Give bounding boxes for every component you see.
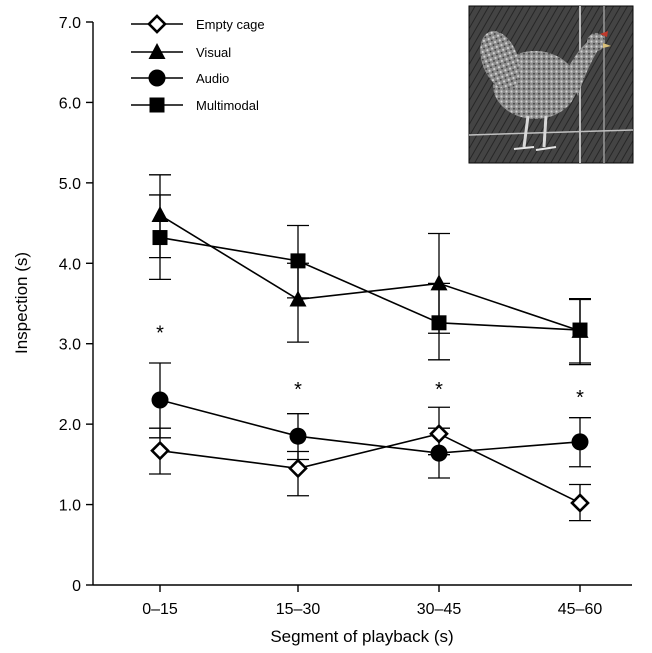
y-tick-label: 3.0	[59, 337, 81, 354]
y-tick-label: 6.0	[59, 95, 81, 112]
legend-item-multimodal: Multimodal	[131, 97, 259, 113]
series-lines	[159, 214, 581, 504]
series-line-visual	[159, 214, 581, 332]
y-axis-ticks: 0 1.0 2.0 3.0 4.0 5.0 6.0 7.0	[59, 15, 93, 595]
legend-marker	[148, 69, 166, 87]
significance-marks: * * * *	[156, 323, 584, 409]
data-point-audio	[151, 391, 169, 409]
x-tick-label: 15–30	[276, 601, 321, 618]
data-point-multimodal	[290, 253, 306, 269]
legend-item-empty-cage: Empty cage	[131, 14, 265, 34]
error-bars	[149, 174, 591, 522]
legend-item-visual: Visual	[131, 43, 231, 60]
significance-star: *	[435, 379, 443, 401]
legend-label: Empty cage	[196, 17, 265, 32]
y-tick-label: 1.0	[59, 498, 81, 515]
data-point-empty-cage	[288, 458, 308, 479]
significance-star: *	[156, 323, 164, 345]
significance-star: *	[576, 387, 584, 409]
x-tick-label: 30–45	[417, 601, 462, 618]
x-axis-ticks: 0–15 15–30 30–45 45–60	[142, 585, 602, 618]
data-point-multimodal	[572, 322, 588, 338]
data-point-audio	[430, 444, 448, 462]
legend-label: Audio	[196, 71, 229, 86]
legend-marker	[149, 97, 165, 113]
series-line-multimodal	[159, 236, 581, 331]
data-point-visual	[289, 290, 307, 307]
data-point-visual	[151, 206, 169, 223]
y-tick-label: 4.0	[59, 256, 81, 273]
x-tick-label: 45–60	[558, 601, 603, 618]
data-point-empty-cage	[429, 423, 449, 444]
data-point-multimodal	[431, 315, 447, 331]
legend-item-audio: Audio	[131, 69, 229, 87]
legend-label: Multimodal	[196, 98, 259, 113]
y-tick-label: 2.0	[59, 417, 81, 434]
data-point-audio	[571, 433, 589, 451]
data-point-empty-cage	[150, 440, 170, 461]
y-tick-label: 0	[72, 578, 81, 595]
data-point-empty-cage	[570, 493, 590, 513]
significance-star: *	[294, 379, 302, 401]
data-point-multimodal	[152, 230, 168, 246]
x-tick-label: 0–15	[142, 601, 178, 618]
series-line-empty-cage	[159, 432, 581, 504]
data-markers	[150, 206, 590, 513]
legend-marker	[147, 14, 167, 34]
y-axis-title: Inspection (s)	[12, 252, 31, 354]
data-point-visual	[430, 274, 448, 291]
x-axis-title: Segment of playback (s)	[270, 627, 453, 646]
data-point-audio	[289, 427, 307, 445]
hen-photo	[468, 5, 634, 164]
legend: Empty cage Visual Audio Multimodal	[131, 14, 265, 113]
legend-label: Visual	[196, 45, 231, 60]
series-line-audio	[159, 399, 581, 454]
y-tick-label: 5.0	[59, 176, 81, 193]
y-tick-label: 7.0	[59, 15, 81, 32]
legend-marker	[148, 43, 166, 59]
